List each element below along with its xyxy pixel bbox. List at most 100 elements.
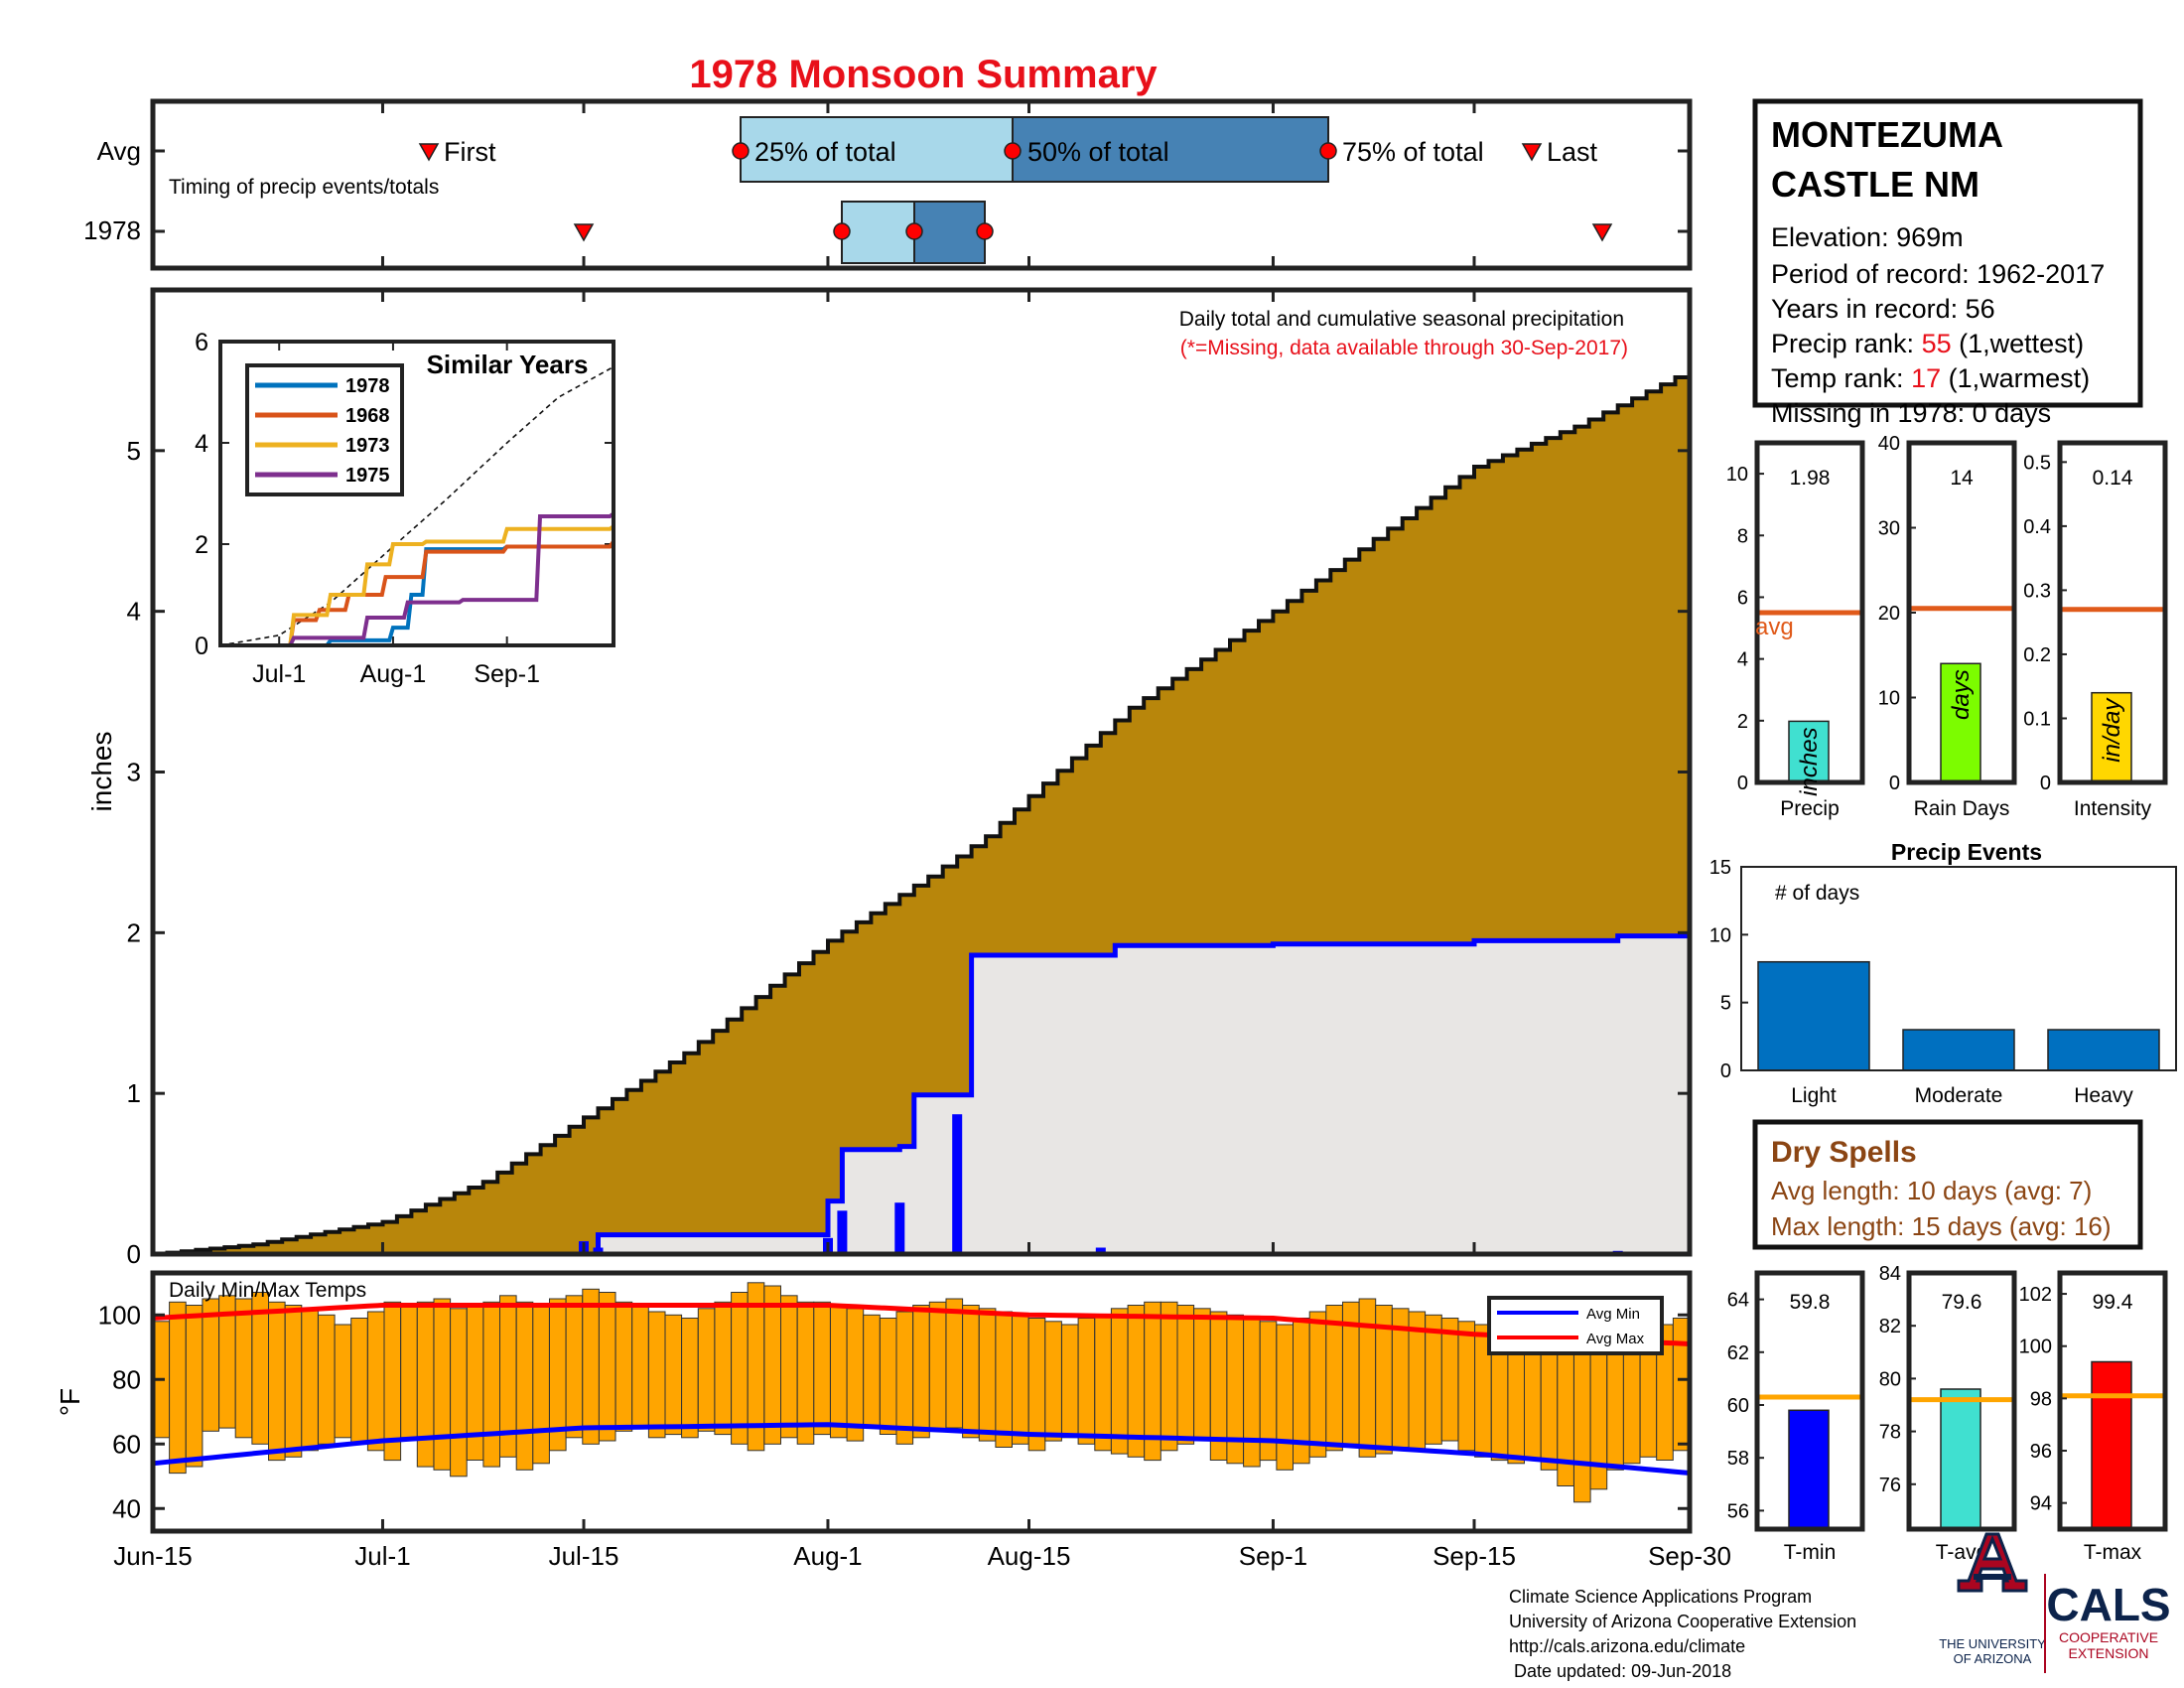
temp-range-bar xyxy=(714,1301,733,1436)
university-of-arizona-logo: THE UNIVERSITY OF ARIZONA xyxy=(1939,1532,2046,1666)
temp-range-bar xyxy=(1440,1318,1459,1442)
footer-line1: Climate Science Applications Program xyxy=(1509,1587,1812,1607)
avg-50-label: 50% of total xyxy=(1027,137,1169,167)
date-tick-label: Aug-15 xyxy=(988,1541,1071,1571)
mini-ytick-label: 30 xyxy=(1878,518,1900,540)
block-a-logo-top xyxy=(1974,1574,2011,1580)
temp-range-bar xyxy=(450,1308,468,1477)
mini-panel-frame xyxy=(1754,440,1865,785)
temp-range-bar xyxy=(366,1311,385,1452)
temp-range-bar xyxy=(383,1301,402,1462)
temp-range-bar xyxy=(1160,1301,1178,1452)
legend-label-avg-max: Avg Max xyxy=(1586,1331,1645,1347)
year-cumulative-line xyxy=(153,933,1690,1257)
temp-range-bar xyxy=(813,1301,831,1436)
ua-logo-line1: THE UNIVERSITY xyxy=(1939,1636,2046,1651)
temp-panel-ytick-label: 80 xyxy=(1879,1368,1901,1390)
cumulative-ytick-label: 4 xyxy=(127,597,141,627)
mini-ytick-label: 0.5 xyxy=(2023,452,2051,474)
temp-range-bar xyxy=(532,1305,550,1465)
mini-category-label: Intensity xyxy=(2074,797,2152,820)
timing-ticks xyxy=(151,101,1692,268)
temp-range-bar xyxy=(1094,1314,1112,1452)
station-info: MONTEZUMA CASTLE NM Elevation: 969m Peri… xyxy=(1752,98,2143,428)
temp-panel-frame xyxy=(2057,1270,2168,1532)
temp-range-bar xyxy=(251,1292,269,1445)
year-25-marker xyxy=(833,222,851,240)
avg-box-50-75 xyxy=(1012,116,1329,183)
timing-row-year: 1978 xyxy=(83,215,141,245)
temp-range-bar xyxy=(185,1305,204,1468)
avg-cumulative-step-line xyxy=(153,369,1692,1256)
temp-range-bar xyxy=(928,1301,947,1432)
year-last-marker xyxy=(1591,223,1613,242)
daily-precip-bar-Aug-20 xyxy=(1095,1247,1106,1254)
precip-rank-value: 55 xyxy=(1922,329,1952,358)
dry-spells-avg: Avg length: 10 days (avg: 7) xyxy=(1771,1176,2092,1205)
station-name-line1: MONTEZUMA xyxy=(1771,114,2003,155)
cumulative-ylabel: inches xyxy=(86,732,117,812)
events-title: Precip Events xyxy=(1891,839,2042,865)
station-elevation: Elevation: 969m xyxy=(1771,222,1964,252)
events-plot-frame xyxy=(1740,866,2177,1071)
temp-value-label: 99.4 xyxy=(2093,1291,2133,1314)
temp-panel-frame xyxy=(1906,1270,2017,1532)
daily-precip-bar-Aug-2 xyxy=(837,1210,848,1254)
mini-ytick-label: 20 xyxy=(1878,603,1900,625)
temperature-summary-panels: 59.8 T-min 56 58 60 62 64 79.6 T-avg 76 78 80 82 84 99… xyxy=(1727,1263,2168,1564)
temp-range-bar xyxy=(1110,1308,1129,1455)
temp-panel-ytick-label: 102 xyxy=(2019,1284,2052,1306)
station-temp-rank: Temp rank: 17 (1,warmest) xyxy=(1771,363,2090,393)
temp-range-bar xyxy=(515,1301,534,1471)
avg-25-label: 25% of total xyxy=(754,137,896,167)
temp-range-bar xyxy=(1027,1318,1046,1452)
temp-panel-ytick-label: 78 xyxy=(1879,1422,1901,1444)
events-bars: Light Moderate Heavy 0 5 10 15 xyxy=(1709,857,2160,1107)
temp-range-bar xyxy=(1243,1318,1261,1468)
year-first-marker xyxy=(573,223,595,242)
inset-avg-line xyxy=(219,365,614,646)
cals-logo: CALS COOPERATIVE EXTENSION xyxy=(2046,1579,2170,1661)
temp-range-bar xyxy=(1540,1343,1559,1471)
temp-range-bar xyxy=(202,1298,219,1432)
temp-range-bar xyxy=(268,1301,286,1462)
inset-xtick-label: Jul-1 xyxy=(252,660,306,688)
date-axis-labels: Jun-15 Jul-1 Jul-15 Aug-1 Aug-15 Sep-1 Sep-15 S… xyxy=(113,1541,1731,1571)
mini-ytick-label: 6 xyxy=(1737,587,1748,609)
temp-range-bar xyxy=(830,1305,848,1439)
temp-range-bar xyxy=(1308,1311,1327,1458)
mini-value-label: 0.14 xyxy=(2093,467,2133,490)
cumulative-plot-frame xyxy=(150,287,1693,1257)
daily-precip-bar-Aug-6 xyxy=(894,1202,905,1254)
cumulative-note: Daily total and cumulative seasonal prec… xyxy=(1179,308,1624,331)
temp-panel-frame xyxy=(1754,1270,1865,1532)
temp-bar-t-max xyxy=(2091,1360,2132,1530)
temp-panel-ytick-label: 60 xyxy=(1727,1395,1749,1417)
inset-title: Similar Years xyxy=(427,350,589,379)
temp-range-bar xyxy=(318,1314,336,1445)
temps-ytick-label: 60 xyxy=(112,1429,141,1459)
temps-legend-box xyxy=(1487,1296,1664,1355)
mini-ytick-label: 0 xyxy=(1737,773,1748,794)
date-tick-label: Jul-15 xyxy=(549,1541,619,1571)
temp-range-bar xyxy=(780,1295,798,1439)
temps-caption: Daily Min/Max Temps xyxy=(169,1279,366,1302)
legend-label-1978: 1978 xyxy=(345,375,390,397)
mini-ytick-label: 10 xyxy=(1726,464,1748,486)
mini-unit-label: days xyxy=(1948,669,1975,720)
temp-range-bar xyxy=(416,1301,435,1468)
temp-panel-ytick-label: 94 xyxy=(2030,1493,2052,1515)
year-75-marker xyxy=(976,222,994,240)
ua-logo-line2: OF ARIZONA xyxy=(1954,1651,2032,1666)
temp-value-label: 79.6 xyxy=(1942,1291,1982,1314)
temp-range-bar xyxy=(234,1298,253,1439)
temp-range-bar xyxy=(1358,1298,1377,1458)
temp-range-bar xyxy=(334,1324,352,1439)
temp-range-bar xyxy=(697,1308,716,1432)
mini-category-label: Rain Days xyxy=(1914,797,2010,820)
temp-range-bar xyxy=(1425,1314,1442,1445)
event-category-label: Heavy xyxy=(2074,1084,2133,1107)
temp-range-bar xyxy=(731,1292,749,1445)
event-bar-moderate xyxy=(1902,1029,2015,1071)
mini-ytick-label: 0.1 xyxy=(2023,708,2051,730)
